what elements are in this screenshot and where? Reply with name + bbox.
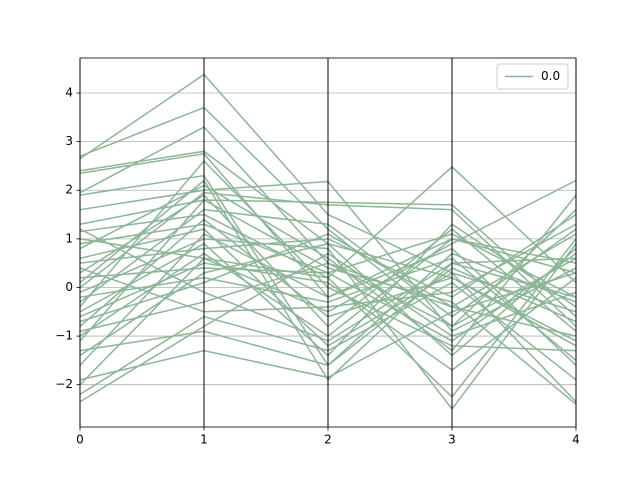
x-tick-label: 3: [448, 433, 456, 447]
legend: 0.0: [496, 63, 569, 90]
y-tick-label: 2: [65, 183, 73, 197]
x-tick-label: 1: [200, 433, 208, 447]
y-tick-label: 3: [65, 134, 73, 148]
y-tick-label: 0: [65, 280, 73, 294]
y-tick-label: 1: [65, 231, 73, 245]
x-tick-label: 0: [76, 433, 84, 447]
legend-label: 0.0: [541, 69, 560, 83]
y-tick-label: −2: [55, 377, 73, 391]
y-tick-label: −1: [55, 329, 73, 343]
x-tick-label: 2: [324, 433, 332, 447]
x-tick-label: 4: [572, 433, 580, 447]
y-tick-label: 4: [65, 86, 73, 100]
plot-frame: [79, 57, 577, 428]
